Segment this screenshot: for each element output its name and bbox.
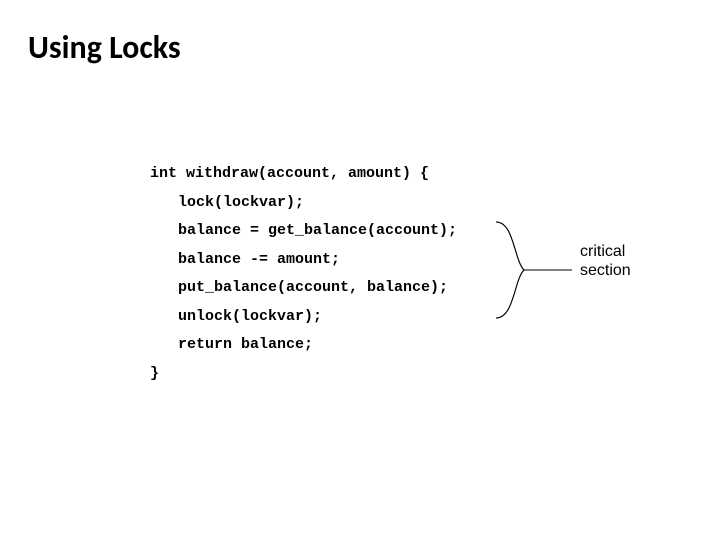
critical-section-bracket [494, 220, 574, 320]
code-line-5: put_balance(account, balance); [150, 274, 457, 303]
code-line-1: int withdraw(account, amount) { [150, 160, 457, 189]
annotation-line-2: section [580, 261, 631, 280]
code-block: int withdraw(account, amount) { lock(loc… [150, 160, 457, 388]
code-line-6: unlock(lockvar); [150, 303, 457, 332]
code-line-4: balance -= amount; [150, 246, 457, 275]
annotation-line-1: critical [580, 242, 631, 261]
critical-section-label: critical section [580, 242, 631, 280]
code-line-8: } [150, 360, 457, 389]
code-line-2: lock(lockvar); [150, 189, 457, 218]
code-line-7: return balance; [150, 331, 457, 360]
slide-title: Using Locks [28, 28, 181, 67]
code-line-3: balance = get_balance(account); [150, 217, 457, 246]
